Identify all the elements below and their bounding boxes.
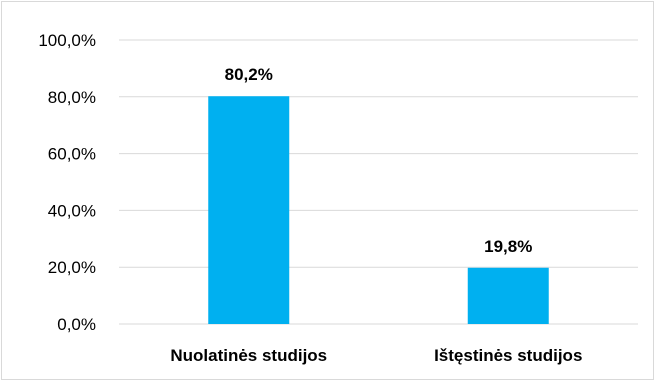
- x-axis-categories: Nuolatinės studijos Ištęstinės studijos: [170, 346, 582, 365]
- bar-2: [467, 267, 549, 324]
- y-tick-label: 0,0%: [57, 315, 96, 334]
- y-tick-label: 20,0%: [48, 258, 96, 277]
- bar-1: [208, 96, 290, 325]
- category-label-1: Nuolatinės studijos: [170, 346, 327, 365]
- data-label-2: 19,8%: [484, 237, 532, 256]
- y-tick-label: 60,0%: [48, 145, 96, 164]
- y-tick-label: 100,0%: [38, 31, 96, 50]
- bars: [208, 96, 549, 325]
- data-label-1: 80,2%: [225, 65, 273, 84]
- y-tick-label: 40,0%: [48, 201, 96, 220]
- y-axis-ticks: 0,0% 20,0% 40,0% 60,0% 80,0% 100,0%: [38, 31, 96, 334]
- category-label-2: Ištęstinės studijos: [434, 346, 582, 365]
- y-tick-label: 80,0%: [48, 88, 96, 107]
- gridlines: [119, 39, 638, 325]
- data-labels: 80,2% 19,8%: [225, 65, 533, 256]
